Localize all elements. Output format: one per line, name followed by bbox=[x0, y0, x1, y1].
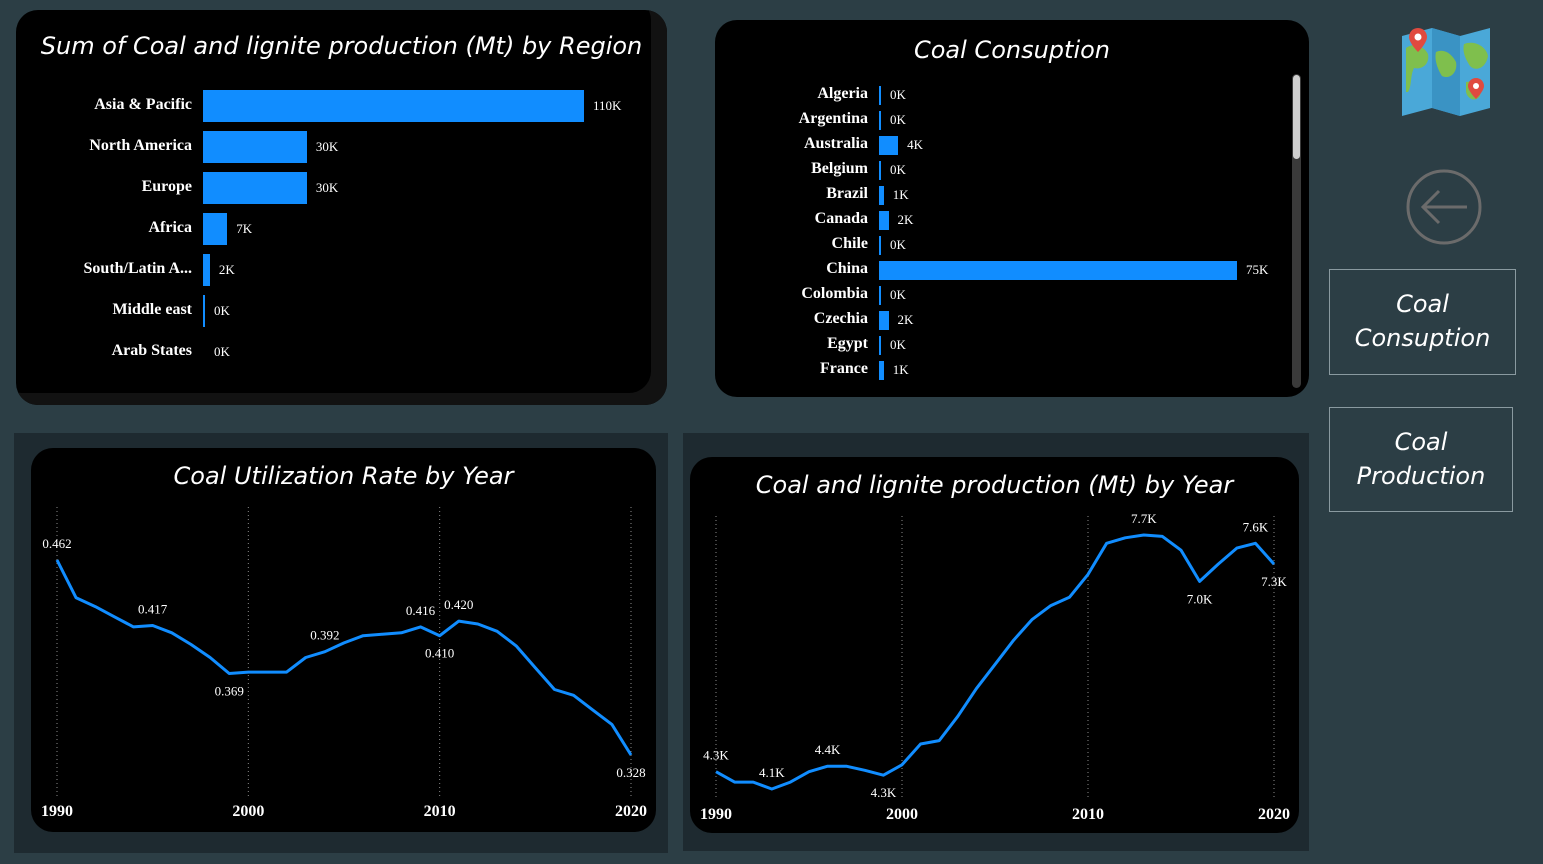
category-label-argentina: Argentina bbox=[798, 110, 868, 127]
bar-north-america[interactable] bbox=[203, 131, 307, 163]
map-icon[interactable] bbox=[1400, 26, 1492, 118]
category-label-china: China bbox=[826, 260, 868, 277]
bar-argentina[interactable] bbox=[879, 110, 881, 130]
bar-middle-east[interactable] bbox=[203, 295, 205, 327]
category-label-algeria: Algeria bbox=[817, 85, 868, 102]
bar-belgium[interactable] bbox=[879, 160, 881, 180]
bar-asia-pacific[interactable] bbox=[203, 90, 584, 122]
value-label-chile: 0K bbox=[890, 237, 906, 252]
utilization-chart-panel: Coal Utilization Rate by Year bbox=[31, 448, 656, 832]
bar-africa[interactable] bbox=[203, 213, 228, 245]
value-label-colombia: 0K bbox=[890, 287, 906, 302]
category-label-middle-east: Middle east bbox=[112, 301, 192, 318]
bar-europe[interactable] bbox=[203, 172, 307, 204]
value-label-north-america: 30K bbox=[315, 139, 339, 154]
category-label-czechia: Czechia bbox=[813, 310, 868, 327]
region-chart-panel: Sum of Coal and lignite production (Mt) … bbox=[16, 10, 667, 405]
value-label-canada: 2K bbox=[897, 212, 914, 227]
production-chart-panel: Coal and lignite production (Mt) by Year bbox=[690, 457, 1299, 833]
back-arrow-icon bbox=[1406, 169, 1482, 245]
category-label-south-latin-a: South/Latin A... bbox=[83, 260, 192, 277]
consumption-scrollbar-thumb[interactable] bbox=[1293, 75, 1300, 159]
coal-consumption-button-label: Coal Consuption bbox=[1354, 290, 1491, 352]
value-label-france: 1K bbox=[892, 362, 909, 377]
consumption-chart-title: Coal Consuption bbox=[913, 36, 1111, 64]
bar-colombia[interactable] bbox=[879, 285, 881, 305]
value-label-africa: 7K bbox=[236, 221, 253, 236]
coal-production-button[interactable]: Coal Production bbox=[1329, 407, 1513, 512]
category-label-belgium: Belgium bbox=[811, 160, 868, 177]
category-label-australia: Australia bbox=[804, 135, 868, 152]
category-label-canada: Canada bbox=[814, 210, 868, 227]
category-label-chile: Chile bbox=[831, 235, 868, 252]
value-label-australia: 4K bbox=[907, 137, 923, 152]
value-label-algeria: 0K bbox=[890, 87, 906, 102]
value-label-asia-pacific: 110K bbox=[593, 98, 622, 113]
bar-canada[interactable] bbox=[879, 210, 889, 230]
value-label-middle-east: 0K bbox=[214, 303, 230, 318]
value-label-europe: 30K bbox=[315, 180, 339, 195]
bar-china[interactable] bbox=[879, 260, 1237, 280]
consumption-chart-panel: Coal Consuption Algeria 0K Argentina 0K Aust… bbox=[715, 20, 1309, 397]
bar-brazil[interactable] bbox=[879, 185, 884, 205]
consumption-scrollbar[interactable] bbox=[1292, 74, 1301, 388]
back-button[interactable] bbox=[1405, 168, 1483, 246]
bar-czechia[interactable] bbox=[879, 310, 889, 330]
value-label-argentina: 0K bbox=[890, 112, 906, 127]
category-label-north-america: North America bbox=[89, 137, 192, 154]
region-chart-title: Sum of Coal and lignite production (Mt) … bbox=[40, 32, 643, 60]
value-label-china: 75K bbox=[1246, 262, 1269, 277]
bar-south-latin-a[interactable] bbox=[203, 254, 210, 286]
value-label-egypt: 0K bbox=[890, 337, 906, 352]
value-label-arab-states: 0K bbox=[214, 344, 230, 359]
category-label-france: France bbox=[820, 360, 868, 377]
category-label-colombia: Colombia bbox=[801, 285, 868, 302]
category-label-arab-states: Arab States bbox=[111, 342, 192, 359]
bar-chile[interactable] bbox=[879, 235, 881, 255]
production-chart-title: Coal and lignite production (Mt) by Year bbox=[755, 471, 1234, 499]
category-label-europe: Europe bbox=[141, 178, 192, 195]
bar-france[interactable] bbox=[879, 360, 884, 380]
bar-australia[interactable] bbox=[879, 135, 899, 155]
bar-algeria[interactable] bbox=[879, 85, 881, 105]
category-label-brazil: Brazil bbox=[826, 185, 868, 202]
value-label-belgium: 0K bbox=[890, 162, 906, 177]
value-label-czechia: 2K bbox=[897, 312, 914, 327]
category-label-egypt: Egypt bbox=[827, 335, 868, 352]
coal-production-button-label: Coal Production bbox=[1356, 427, 1486, 490]
value-label-brazil: 1K bbox=[892, 187, 909, 202]
category-label-africa: Africa bbox=[148, 219, 192, 236]
coal-consumption-button[interactable]: Coal Consuption bbox=[1329, 269, 1516, 375]
category-label-asia-pacific: Asia & Pacific bbox=[94, 96, 192, 113]
utilization-chart-title: Coal Utilization Rate by Year bbox=[173, 462, 514, 490]
bar-egypt[interactable] bbox=[879, 335, 881, 355]
value-label-south-latin-a: 2K bbox=[218, 262, 235, 277]
